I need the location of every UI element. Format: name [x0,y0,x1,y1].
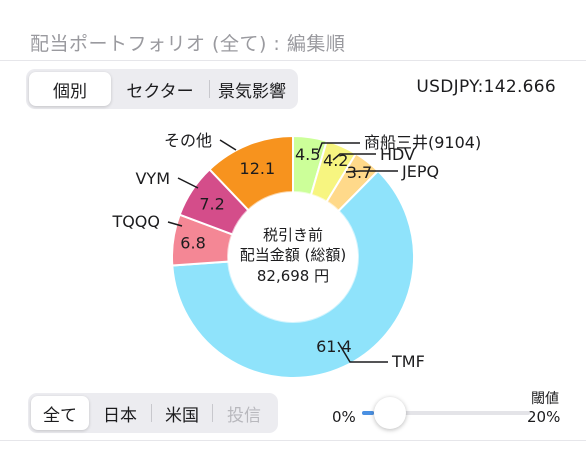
tab-sector[interactable]: セクター [111,72,209,106]
tab-all-label: 全て [43,405,77,426]
center-caption-line2: 配当金額 (総額) [240,246,346,264]
tab-individual-label: 個別 [53,81,87,102]
threshold-slider-fill [362,411,374,415]
slice-value-label: 3.7 [347,163,372,182]
center-total-amount: 82,698 円 [257,267,329,285]
tab-all[interactable]: 全て [31,396,89,430]
slice-name-label: TMF [391,352,425,371]
view-segmented-control: 個別 セクター 景気影響 [26,69,298,109]
tab-economy-impact-label: 景気影響 [218,81,286,102]
tab-sector-label: セクター [126,81,194,102]
slice-name-label: 商船三井(9104) [364,133,481,152]
slice-value-label: 4.2 [323,151,348,170]
slice-name-label: HDV [380,145,415,164]
slice-name-label: VYM [135,169,170,188]
tab-us[interactable]: 米国 [152,396,212,430]
tab-separator [212,404,213,422]
page-title: 配当ポートフォリオ (全て) : 編集順 [30,33,346,55]
header-divider [0,60,586,61]
fx-rate: USDJPY:142.666 [416,77,556,97]
tab-individual[interactable]: 個別 [29,72,111,106]
tab-investment-trust[interactable]: 投信 [213,396,275,430]
slice-leader-line [177,177,199,189]
slice-name-label: その他 [164,131,212,150]
tab-investment-trust-label: 投信 [227,405,261,426]
slice-leader-line [167,221,183,227]
slice-value-label: 61.4 [316,337,352,356]
slice-leader-line [332,153,376,161]
center-caption-line1: 税引き前 [263,226,323,244]
slice-value-label: 12.1 [240,159,276,178]
slice-leader-line [219,139,237,151]
market-segmented-control: 全て 日本 米国 投信 [28,393,278,433]
tab-japan-label: 日本 [103,405,137,426]
tab-us-label: 米国 [165,405,199,426]
threshold-slider-thumb[interactable] [374,397,406,429]
slice-value-label: 4.5 [295,145,320,164]
tab-economy-impact[interactable]: 景気影響 [210,72,294,106]
slice-value-label: 7.2 [199,195,224,214]
tab-separator [209,80,210,98]
slice-leader-line [337,341,388,363]
slice-leader-line [317,142,360,154]
threshold-label: 閾値 [531,391,559,407]
threshold-max-label: 20% [527,408,561,426]
tab-separator [151,404,152,422]
threshold-slider[interactable] [362,397,530,429]
footer-divider [0,440,586,441]
slice-name-label: TQQQ [111,212,160,231]
slice-leader-line [345,170,398,173]
slice-value-label: 6.8 [180,234,205,253]
threshold-min-label: 0% [332,408,356,426]
slice-name-label: JEPQ [401,162,439,181]
donut-center [227,191,359,323]
tab-japan[interactable]: 日本 [89,396,151,430]
